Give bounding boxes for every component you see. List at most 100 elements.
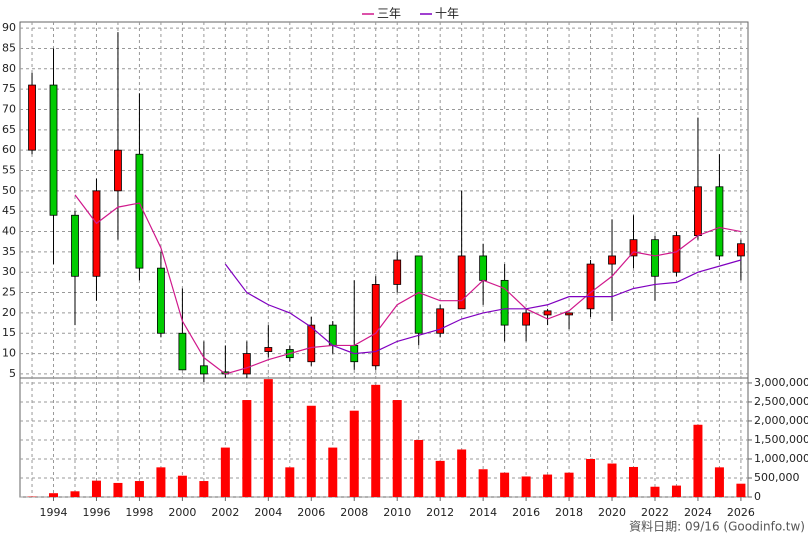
- x-tick-label: 2020: [598, 506, 626, 519]
- y2-tick-label: 2,500,000: [754, 395, 808, 408]
- candle-body: [393, 259, 402, 285]
- volume-bar: [543, 474, 553, 497]
- candle-body: [199, 365, 208, 375]
- x-tick-label: 2000: [168, 506, 196, 519]
- candle-body: [28, 84, 36, 151]
- y-tick-label: 90: [2, 21, 16, 34]
- y2-tick-label: 2,000,000: [754, 414, 808, 427]
- volume-bar: [586, 458, 596, 497]
- source-note: 資料日期: 09/16 (Goodinfo.tw): [629, 520, 805, 534]
- volume-bar: [607, 463, 617, 497]
- y-tick-label: 55: [2, 164, 16, 177]
- volume-bar: [70, 491, 80, 497]
- y-tick-label: 65: [2, 123, 16, 136]
- ma-line: [224, 259, 742, 355]
- y2-tick-label: 500,000: [754, 471, 800, 484]
- candle-body: [92, 190, 101, 277]
- candle-body: [672, 235, 681, 273]
- volume-bar: [371, 384, 381, 497]
- volume-bar: [242, 400, 252, 497]
- volume-bar: [650, 486, 660, 497]
- volume-bar: [328, 447, 338, 497]
- y-tick-label: 75: [2, 82, 16, 95]
- candle-body: [49, 84, 58, 216]
- y2-tick-label: 0: [754, 490, 761, 503]
- volume-bar: [414, 439, 424, 497]
- x-tick-label: 2026: [727, 506, 755, 519]
- volume-bar: [478, 469, 488, 497]
- legend-label: 三年: [377, 7, 401, 21]
- volume-bar: [220, 447, 230, 497]
- volume-bar: [91, 480, 101, 497]
- candle-body: [71, 214, 79, 277]
- candle-body: [114, 149, 122, 192]
- x-tick-label: 1996: [82, 506, 110, 519]
- x-tick-label: 2022: [641, 506, 669, 519]
- y-tick-label: 40: [2, 225, 16, 238]
- x-tick-label: 2008: [340, 506, 368, 519]
- y-tick-label: 85: [2, 41, 16, 54]
- volume-bar: [435, 460, 445, 497]
- y-tick-label: 25: [2, 286, 16, 299]
- candle-body: [651, 239, 659, 277]
- volume-bar: [500, 472, 510, 497]
- candle-body: [264, 347, 273, 352]
- candle-body: [543, 310, 552, 316]
- y-tick-label: 50: [2, 184, 16, 197]
- y2-tick-label: 3,000,000: [754, 376, 808, 389]
- y-tick-label: 45: [2, 204, 16, 217]
- plot-frame: [19, 21, 749, 498]
- candle-body: [629, 239, 638, 257]
- candle-body: [242, 353, 251, 375]
- volume-bar: [177, 475, 187, 497]
- x-tick-label: 2018: [555, 506, 583, 519]
- volume-bar: [457, 449, 467, 497]
- candle-body: [135, 153, 144, 269]
- x-tick-label: 1994: [40, 506, 68, 519]
- candle-body: [479, 255, 488, 281]
- x-tick-label: 2010: [383, 506, 411, 519]
- y-tick-label: 70: [2, 102, 16, 115]
- candle-body: [522, 312, 530, 326]
- candle-body: [715, 186, 724, 257]
- volume-bar: [629, 466, 639, 497]
- volume-bar: [134, 481, 144, 497]
- volume-bar: [693, 424, 703, 497]
- volume-bar: [156, 467, 166, 497]
- volume-bar: [564, 472, 574, 497]
- x-tick-label: 2002: [211, 506, 239, 519]
- y-tick-label: 80: [2, 62, 16, 75]
- volume-bar: [199, 481, 209, 497]
- candle-body: [457, 255, 466, 310]
- y-tick-label: 35: [2, 245, 16, 258]
- x-tick-label: 2014: [469, 506, 497, 519]
- volume-bar: [671, 485, 681, 497]
- candle-body: [178, 332, 187, 371]
- y-tick-label: 5: [9, 367, 16, 380]
- x-tick-label: 2024: [684, 506, 712, 519]
- volume-bar: [392, 400, 402, 497]
- x-tick-label: 1998: [125, 506, 153, 519]
- volume-bar: [714, 467, 724, 497]
- x-tick-label: 2004: [254, 506, 282, 519]
- volume-bar: [263, 379, 273, 497]
- volume-bar: [113, 482, 123, 497]
- y-tick-label: 30: [2, 265, 16, 278]
- candle-body: [436, 308, 445, 334]
- y2-tick-label: 1,000,000: [754, 452, 808, 465]
- volume-bar: [736, 483, 746, 497]
- volume-bar: [349, 410, 359, 497]
- volume-bar: [285, 467, 295, 497]
- x-tick-label: 2012: [426, 506, 454, 519]
- ma-line: [74, 194, 742, 375]
- volume-bar: [306, 405, 316, 497]
- volume-bar: [521, 476, 531, 497]
- candle-body: [371, 284, 380, 367]
- candle-body: [328, 324, 337, 346]
- candle-body: [608, 255, 616, 265]
- legend-label: 十年: [435, 7, 459, 21]
- candle-body: [157, 267, 165, 334]
- y-tick-label: 20: [2, 306, 16, 319]
- y-tick-label: 15: [2, 326, 16, 339]
